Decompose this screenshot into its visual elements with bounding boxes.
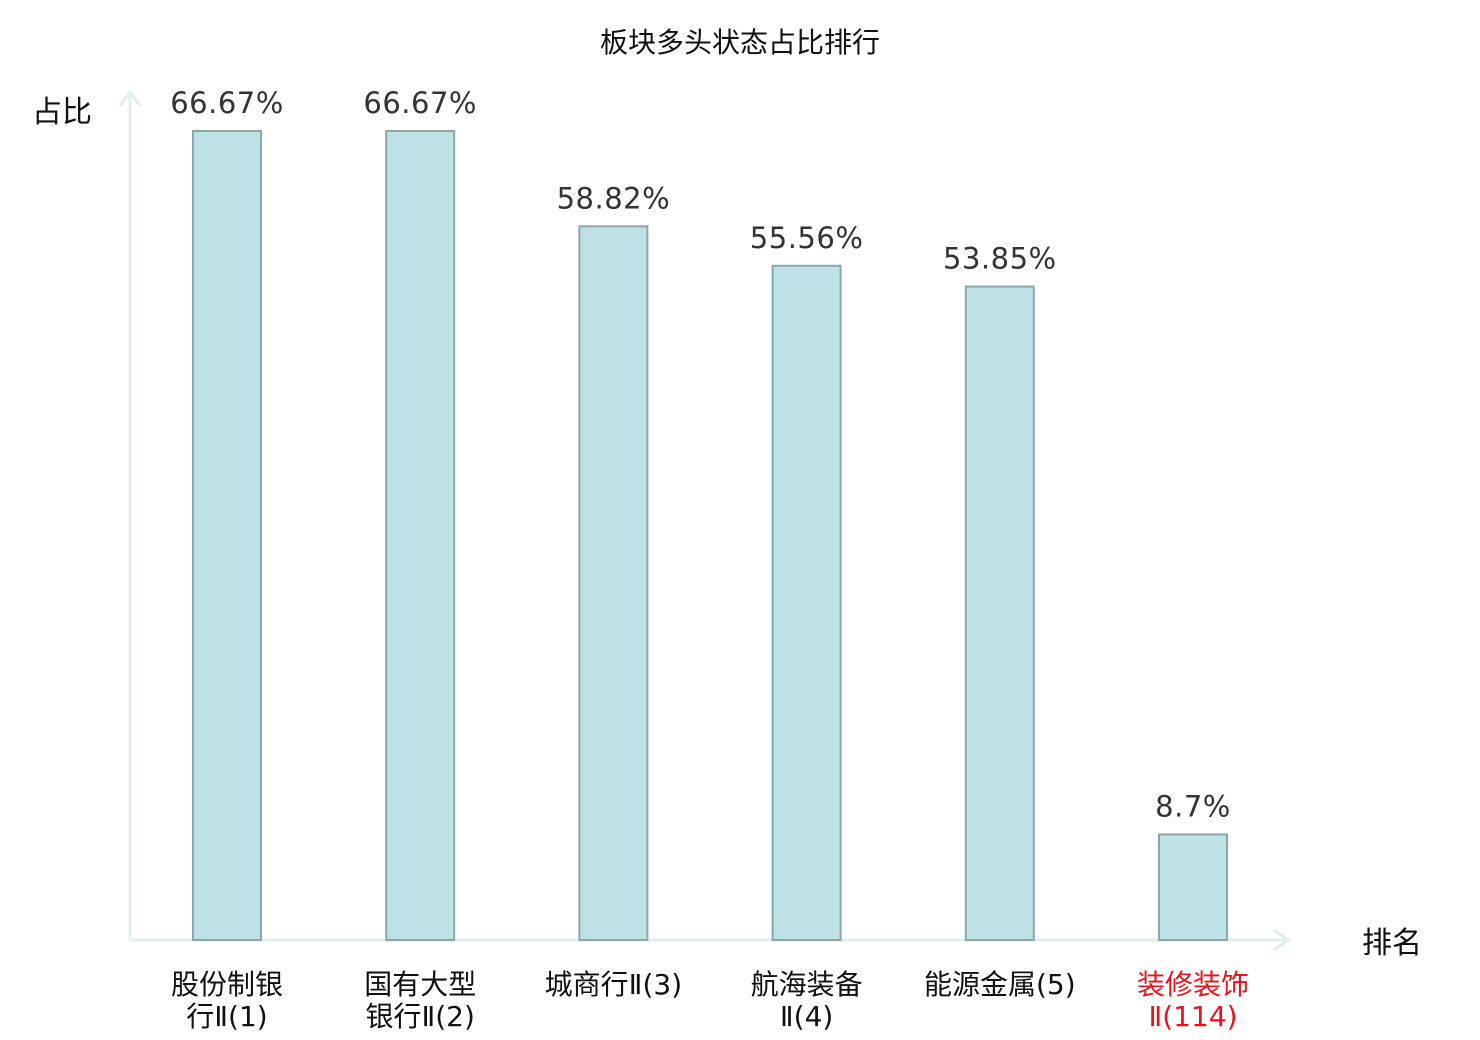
bar-6 [1158,833,1228,942]
bars [192,130,1228,942]
category-label-2-line1: 国有大型 [364,968,476,1001]
bar-5 [964,285,1035,942]
value-label-4: 55.56% [750,221,864,255]
x-axis-arrow [1273,928,1291,952]
chart-title: 板块多头状态占比排行 [600,26,880,59]
bar-4 [771,264,842,941]
y-axis-label: 占比 [32,95,92,130]
category-label-3-line1: 城商行Ⅱ(3) [545,968,682,1001]
category-label-2-line2: 银行Ⅱ(2) [365,1000,474,1033]
category-label-4-line1: 航海装备 [751,968,863,1001]
bar-1 [192,130,262,941]
bar-2 [385,130,456,941]
value-label-3: 58.82% [557,181,671,215]
value-label-2: 66.67% [363,86,477,120]
value-label-5: 53.85% [943,242,1057,276]
category-label-6-line1: 装修装饰 [1137,968,1249,1001]
bar-3 [578,225,649,942]
category-label-6-line2: Ⅱ(114) [1148,1000,1237,1033]
category-label-5-line1: 能源金属(5) [924,968,1076,1001]
x-axis-label: 排名 [1362,926,1422,961]
y-axis-arrow [118,89,142,107]
value-label-6: 8.7% [1155,789,1231,823]
category-label-4-line2: Ⅱ(4) [780,1000,833,1033]
value-labels: 66.67% 66.67% 58.82% 55.56% 53.85% 8.7% [170,86,1231,823]
category-label-1-line2: 行Ⅱ(1) [186,1000,267,1033]
category-label-1-line1: 股份制银 [171,968,283,1001]
axes [118,89,1291,952]
value-label-1: 66.67% [170,86,284,120]
